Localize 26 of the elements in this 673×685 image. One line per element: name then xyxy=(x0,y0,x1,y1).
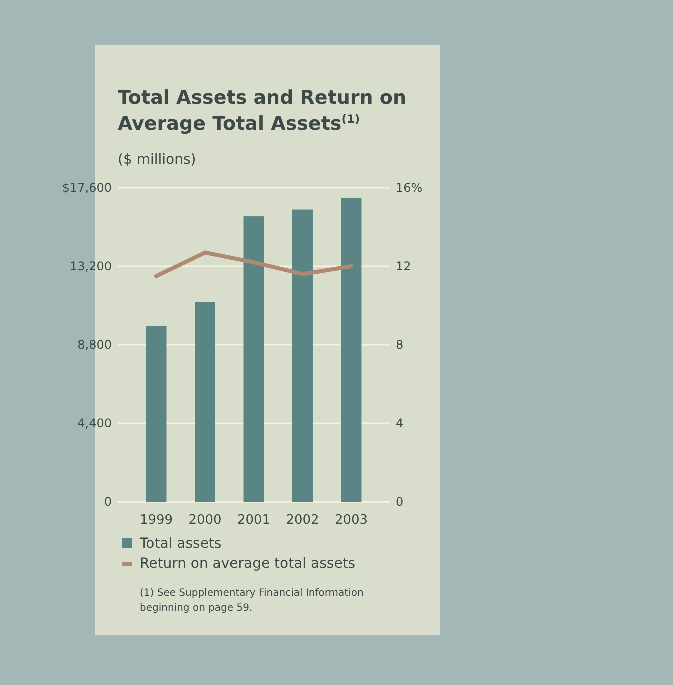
y2-tick-label: 16% xyxy=(396,181,423,196)
x-tick-label: 2002 xyxy=(286,513,320,528)
x-tick-label: 2000 xyxy=(188,513,222,528)
line-series xyxy=(154,250,354,278)
y-tick-label: 4,400 xyxy=(78,416,112,431)
bar xyxy=(341,198,362,502)
legend-label: Total assets xyxy=(139,536,222,552)
bar xyxy=(195,302,216,502)
y2-tick-label: 8 xyxy=(396,338,404,352)
bar xyxy=(292,210,313,502)
y2-tick-label: 0 xyxy=(396,495,404,510)
y2-tick-label: 12 xyxy=(396,260,412,274)
x-tick-label: 2003 xyxy=(334,513,368,528)
text: (1) See Supplementary Financial Information beginning on page 59. xyxy=(140,588,364,614)
y2-tick-label: 4 xyxy=(396,416,404,431)
bar xyxy=(244,216,264,502)
y-tick-label: 13,200 xyxy=(70,260,112,274)
legend-label: Return on average total assets xyxy=(140,556,356,572)
chart-subtitle: ($ millions) xyxy=(118,152,196,168)
x-tick-label: 1999 xyxy=(140,513,174,528)
y-tick-label: 8,800 xyxy=(78,338,112,352)
y-tick-label: $17,600 xyxy=(62,181,112,196)
x-tick-label: 2001 xyxy=(237,513,271,528)
chart-title: Total Assets and Return on Average Total Assets$^{(1)}$ xyxy=(118,87,407,135)
bar xyxy=(146,326,167,502)
y-tick-label: 0 xyxy=(104,495,112,510)
